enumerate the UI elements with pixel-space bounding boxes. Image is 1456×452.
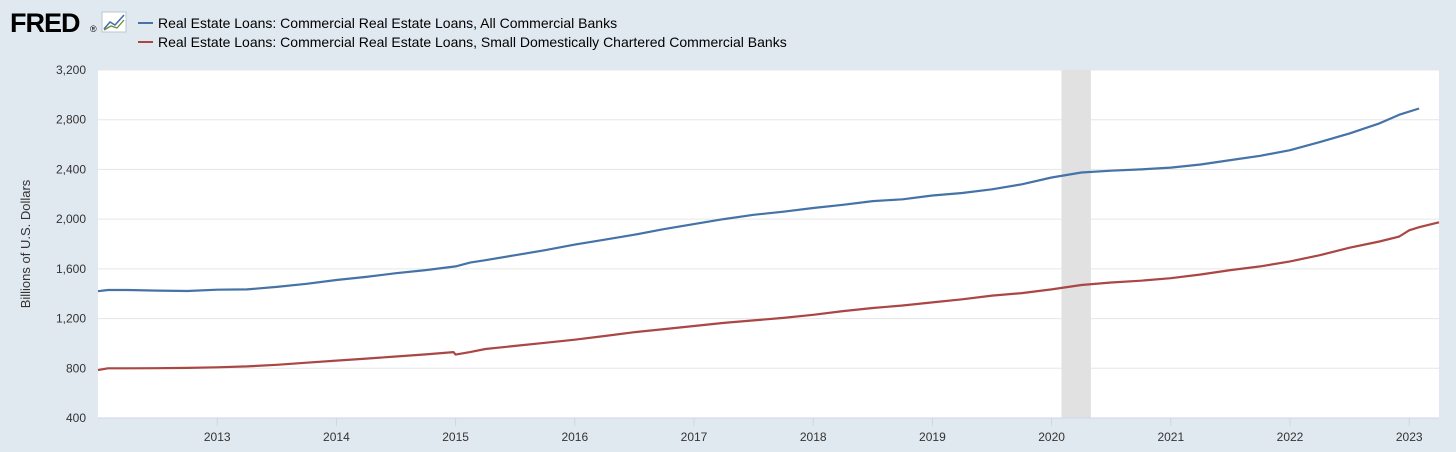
fred-logo[interactable]: FRED ® xyxy=(10,8,127,38)
x-tick-label: 2018 xyxy=(800,430,827,444)
x-tick-label: 2020 xyxy=(1038,430,1065,444)
y-tick-label: 1,600 xyxy=(56,262,86,276)
legend-label[interactable]: Real Estate Loans: Commercial Real Estat… xyxy=(158,34,787,50)
plot-area xyxy=(98,70,1439,418)
y-tick-label: 2,000 xyxy=(56,212,86,226)
legend-label[interactable]: Real Estate Loans: Commercial Real Estat… xyxy=(158,15,617,31)
x-tick-label: 2019 xyxy=(919,430,946,444)
fred-trend-icon xyxy=(101,11,127,33)
y-tick-label: 3,200 xyxy=(56,63,86,77)
x-tick-label: 2013 xyxy=(204,430,231,444)
series-layer xyxy=(97,107,1440,372)
series-line-2[interactable] xyxy=(97,221,1440,372)
x-tick-label: 2017 xyxy=(681,430,708,444)
y-axis: 400 800 1,200 1,600 2,000 2,400 2,800 3,200 xyxy=(56,63,86,425)
y-tick-label: 2,400 xyxy=(56,162,86,176)
x-tick-label: 2021 xyxy=(1157,430,1184,444)
recession-band xyxy=(1061,70,1091,418)
y-tick-label: 800 xyxy=(66,361,86,375)
y-tick-label: 400 xyxy=(66,411,86,425)
x-tick-label: 2015 xyxy=(442,430,469,444)
y-tick-label: 2,800 xyxy=(56,113,86,127)
x-tick-label: 2022 xyxy=(1277,430,1304,444)
x-tick-label: 2016 xyxy=(561,430,588,444)
fred-logo-registered-mark: ® xyxy=(90,24,97,34)
x-axis: 2013 2014 2015 2016 2017 2018 2019 2020 2021 2022… xyxy=(98,417,1439,444)
x-tick-label: 2014 xyxy=(323,430,350,444)
fred-logo-text: FRED xyxy=(10,8,80,38)
x-tick-label: 2023 xyxy=(1396,430,1423,444)
series-line-1[interactable] xyxy=(97,107,1420,293)
y-axis-label: Billions of U.S. Dollars xyxy=(18,179,33,308)
legend: Real Estate Loans: Commercial Real Estat… xyxy=(138,15,787,50)
y-tick-label: 1,200 xyxy=(56,312,86,326)
recession-shading xyxy=(1061,70,1091,418)
